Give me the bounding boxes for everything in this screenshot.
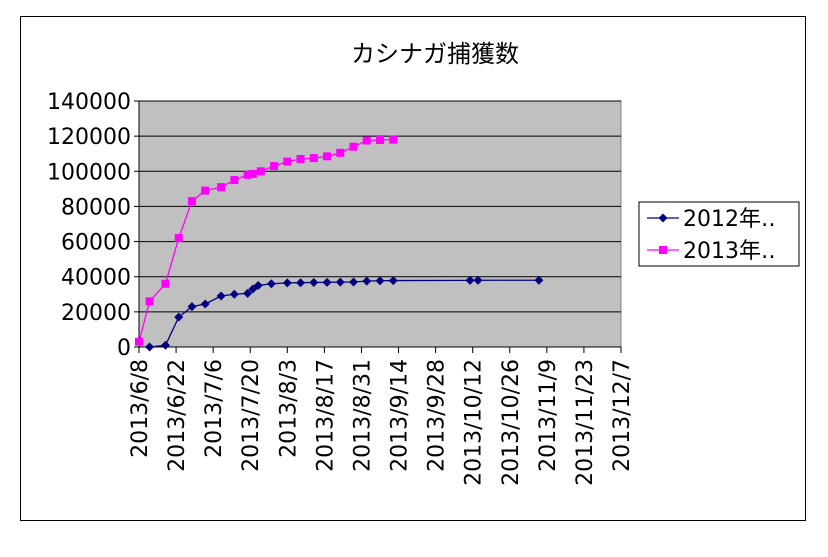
legend-label: 2012年‥ bbox=[683, 207, 776, 232]
data-point bbox=[135, 337, 143, 346]
data-point bbox=[309, 278, 319, 288]
data-point bbox=[256, 167, 265, 176]
x-tick-label: 2013/7/6 bbox=[202, 359, 227, 458]
x-tick-label: 2013/8/3 bbox=[276, 359, 301, 458]
x-axis: 2013/6/8 2013/6/22 2013/7/6 2013/7/20 2013/8… bbox=[128, 346, 635, 486]
data-point bbox=[187, 302, 197, 312]
legend-label: 2013年‥ bbox=[683, 239, 776, 264]
y-tick-label: 20000 bbox=[61, 301, 131, 326]
data-point bbox=[243, 288, 253, 298]
data-point bbox=[283, 157, 292, 166]
data-point bbox=[376, 136, 384, 145]
data-point bbox=[349, 277, 359, 287]
data-point bbox=[534, 275, 544, 285]
data-point bbox=[201, 186, 210, 195]
data-point bbox=[145, 297, 154, 306]
y-tick-label: 100000 bbox=[47, 160, 131, 185]
data-point bbox=[322, 277, 332, 287]
legend-marker bbox=[659, 246, 667, 254]
data-point bbox=[362, 276, 372, 286]
data-point bbox=[282, 278, 292, 288]
data-point bbox=[161, 279, 170, 288]
chart-title: カシナガ捕獲数 bbox=[351, 40, 519, 68]
data-point bbox=[217, 183, 226, 192]
series-1 bbox=[145, 275, 544, 352]
data-point bbox=[200, 299, 210, 309]
series-2 bbox=[135, 135, 398, 346]
data-point bbox=[362, 136, 371, 145]
y-tick-label: 60000 bbox=[61, 231, 131, 256]
data-point bbox=[389, 135, 398, 144]
data-point bbox=[243, 170, 252, 179]
legend-marker bbox=[658, 213, 668, 223]
data-point bbox=[388, 276, 398, 286]
data-point bbox=[266, 279, 276, 289]
x-tick-label: 2013/12/7 bbox=[610, 359, 635, 472]
data-point bbox=[253, 281, 263, 290]
data-point bbox=[248, 169, 257, 178]
y-tick-label: 0 bbox=[117, 336, 131, 361]
data-point bbox=[473, 275, 483, 285]
data-point bbox=[335, 277, 345, 287]
data-point bbox=[465, 275, 475, 285]
data-point bbox=[187, 197, 196, 206]
data-point bbox=[296, 278, 306, 288]
x-tick-label: 2013/8/17 bbox=[313, 359, 338, 472]
data-point bbox=[145, 342, 155, 352]
data-point bbox=[160, 340, 170, 350]
x-tick-label: 2013/9/14 bbox=[388, 359, 413, 472]
y-tick-label: 140000 bbox=[47, 90, 131, 115]
data-point bbox=[229, 289, 239, 299]
data-point bbox=[174, 312, 184, 322]
y-tick-label: 40000 bbox=[61, 266, 131, 291]
x-tick-label: 2013/6/22 bbox=[165, 359, 190, 472]
data-point bbox=[336, 148, 345, 157]
x-tick-label: 2013/11/9 bbox=[536, 359, 561, 472]
data-point bbox=[216, 291, 226, 301]
data-point bbox=[323, 152, 332, 161]
x-tick-label: 2013/11/23 bbox=[573, 359, 598, 486]
legend: 2012年‥ 2013年‥ bbox=[638, 201, 800, 267]
data-point bbox=[375, 276, 385, 286]
chart-frame: カシナガ捕獲数 0 20000 40000 60000 80000 100000 12000… bbox=[20, 16, 806, 521]
x-tick-label: 2013/10/26 bbox=[499, 359, 524, 486]
x-tick-label: 2013/10/12 bbox=[462, 359, 487, 486]
line-chart: カシナガ捕獲数 0 20000 40000 60000 80000 100000 12000… bbox=[47, 40, 800, 486]
data-point bbox=[296, 154, 305, 163]
legend-box bbox=[638, 201, 800, 267]
y-tick-label: 80000 bbox=[61, 195, 131, 220]
x-tick-label: 2013/9/28 bbox=[425, 359, 450, 472]
x-tick-label: 2013/6/8 bbox=[128, 359, 153, 458]
y-tick-label: 120000 bbox=[47, 125, 131, 150]
y-axis: 0 20000 40000 60000 80000 100000 120000 140000 bbox=[47, 90, 140, 361]
data-point bbox=[309, 154, 318, 163]
data-point bbox=[174, 234, 183, 243]
data-point bbox=[349, 142, 358, 151]
data-point bbox=[230, 176, 239, 185]
series-layer bbox=[135, 135, 544, 352]
x-tick-label: 2013/7/20 bbox=[239, 359, 264, 472]
data-point bbox=[270, 162, 279, 171]
x-tick-label: 2013/8/31 bbox=[350, 359, 375, 472]
